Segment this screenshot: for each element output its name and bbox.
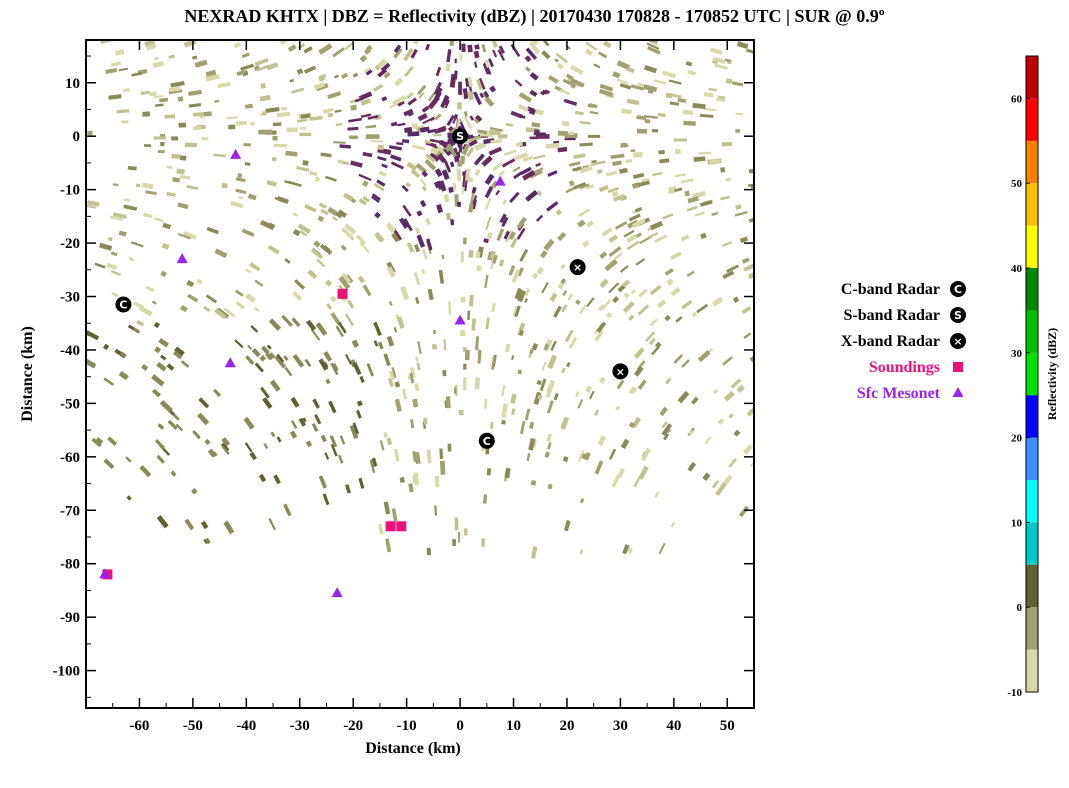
legend-marker — [950, 281, 966, 297]
legend-marker — [953, 362, 963, 372]
soundingsmarker — [396, 521, 407, 532]
y-tick-label: 0 — [73, 129, 81, 145]
station-markers: C C S × × — [99, 128, 629, 598]
x-band-radarmarker-glyph: × — [573, 261, 582, 274]
y-tick-label: -10 — [60, 183, 80, 199]
colorbar-label: Reflectivity (dBZ) — [1045, 328, 1059, 420]
colorbar-band — [1026, 98, 1038, 141]
x-band-radarmarker-glyph: × — [616, 365, 625, 378]
y-tick-label: -50 — [60, 396, 80, 412]
colorbar: 60 50 40 30 20 10 0 -10 — [1007, 55, 1039, 699]
legend-label: S-band Radar — [844, 307, 940, 324]
y-tick-label: -80 — [60, 557, 80, 573]
y-tick-label: -90 — [60, 610, 80, 626]
x-tick-label: 0 — [456, 718, 464, 734]
x-tick-label: -50 — [183, 718, 203, 734]
colorbar-band — [1026, 225, 1038, 268]
colorbar-band — [1026, 649, 1038, 692]
legend-marker-glyph: C — [954, 283, 962, 296]
chart-title: NEXRAD KHTX | DBZ = Reflectivity (dBZ) |… — [184, 6, 885, 26]
y-tick-label: -100 — [53, 664, 81, 680]
colorbar-band — [1026, 56, 1038, 99]
legend-label: C-band Radar — [841, 281, 940, 298]
c-band-radarmarker — [478, 432, 495, 449]
legend-marker-glyph: × — [953, 335, 962, 348]
s-band-radarmarker — [452, 128, 469, 145]
plot-background — [86, 40, 754, 708]
c-band-radarmarker-glyph: C — [119, 299, 127, 312]
colorbar-tick-label: 60 — [1011, 93, 1023, 105]
axes: -60 -50 -40 -30 -20 -10 0 10 20 30 40 50100-10-20-3… — [53, 40, 755, 734]
colorbar-band — [1026, 140, 1038, 184]
legend-label: Soundings — [869, 359, 940, 376]
x-tick-label: 20 — [559, 718, 574, 734]
sfc-mesonetmarker — [454, 314, 466, 325]
legend-marker — [950, 307, 966, 323]
plot-frame — [85, 39, 755, 709]
colorbar-frame — [1025, 55, 1039, 693]
c-band-radarmarker — [115, 296, 132, 313]
colorbar-tick-label: 50 — [1011, 178, 1023, 190]
colorbar-tick-label: 40 — [1011, 263, 1023, 275]
legend: C-band Radar C S-band Radar S X-band Radar × S… — [841, 281, 966, 402]
y-tick-label: -20 — [60, 236, 80, 252]
colorbar-tick-label: 30 — [1011, 348, 1023, 360]
legend-label: Sfc Mesonet — [857, 385, 941, 402]
x-band-radarmarker — [569, 259, 586, 276]
legend-marker — [950, 333, 966, 349]
colorbar-band — [1026, 310, 1038, 353]
colorbar-tick-label: -10 — [1007, 687, 1022, 699]
soundingsmarker — [385, 521, 396, 532]
colorbar-band — [1026, 564, 1038, 608]
x-tick-label: -10 — [397, 718, 417, 734]
y-axis-label: Distance (km) — [19, 326, 36, 422]
sfc-mesonetmarker — [331, 587, 343, 598]
sfc-mesonetmarker — [99, 568, 111, 579]
y-tick-label: 10 — [65, 76, 80, 92]
x-axis-label: Distance (km) — [365, 740, 461, 757]
colorbar-band — [1026, 183, 1038, 226]
reflectivity-field — [86, 40, 754, 559]
x-tick-label: 10 — [506, 718, 521, 734]
sfc-mesonetmarker — [224, 357, 236, 368]
y-tick-label: -60 — [60, 450, 80, 466]
x-tick-label: 30 — [613, 718, 628, 734]
sfc-mesonetmarker — [494, 175, 506, 186]
legend-marker — [952, 387, 964, 397]
legend-marker-glyph: S — [954, 309, 962, 322]
colorbar-band — [1026, 522, 1038, 565]
c-band-radarmarker-glyph: C — [483, 435, 491, 448]
y-tick-label: -70 — [60, 503, 80, 519]
legend-label: X-band Radar — [841, 333, 940, 350]
colorbar-band — [1026, 607, 1038, 650]
x-tick-label: -60 — [129, 718, 149, 734]
colorbar-tick-label: 10 — [1011, 517, 1023, 529]
colorbar-tick-label: 20 — [1011, 433, 1023, 445]
colorbar-band — [1026, 268, 1038, 311]
sfc-mesonetmarker — [176, 253, 188, 264]
y-tick-label: -30 — [60, 290, 80, 306]
soundingsmarker — [337, 288, 348, 299]
colorbar-band — [1026, 395, 1038, 438]
colorbar-tick-label: 0 — [1017, 602, 1023, 614]
x-tick-label: -20 — [343, 718, 363, 734]
x-tick-label: -40 — [236, 718, 256, 734]
colorbar-band — [1026, 352, 1038, 396]
colorbar-band — [1026, 480, 1038, 523]
sfc-mesonetmarker — [230, 148, 242, 159]
s-band-radarmarker-glyph: S — [456, 130, 464, 143]
x-tick-label: -30 — [290, 718, 310, 734]
colorbar-band — [1026, 437, 1038, 480]
y-tick-label: -40 — [60, 343, 80, 359]
x-tick-label: 40 — [666, 718, 681, 734]
x-band-radarmarker — [612, 363, 629, 380]
x-tick-label: 50 — [720, 718, 735, 734]
